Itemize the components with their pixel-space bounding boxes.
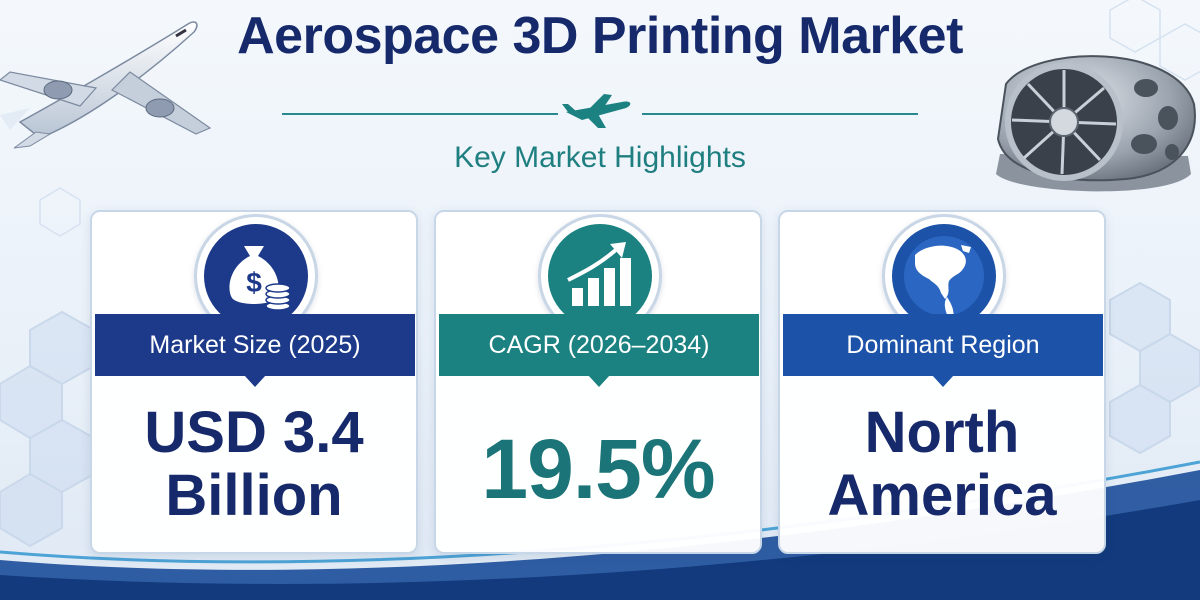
airplane-icon (562, 94, 631, 128)
section-subtitle: Key Market Highlights (454, 141, 746, 174)
dominant-region-card: Dominant Region North America (778, 210, 1106, 554)
engine-part-illustration (996, 55, 1196, 192)
market-size-value: USD 3.4 Billion (144, 400, 364, 528)
cagr-value: 19.5% (481, 422, 715, 516)
svg-text:$: $ (246, 267, 262, 298)
money-bag-icon: $ (229, 246, 291, 311)
dominant-region-label: Dominant Region (783, 314, 1103, 387)
market-size-label: Market Size (2025) (95, 314, 415, 387)
market-size-card: $ Market Size (2025) USD 3.4 Billion (90, 210, 418, 554)
cagr-label: CAGR (2026–2034) (439, 314, 759, 387)
page-title: Aerospace 3D Printing Market (237, 7, 963, 65)
cagr-card: CAGR (2026–2034) 19.5% (434, 210, 762, 554)
title-divider (282, 94, 918, 128)
growth-chart-icon (567, 242, 631, 306)
dominant-region-value: North America (827, 400, 1057, 528)
globe-icon (904, 236, 984, 319)
airplane-illustration (0, 21, 212, 149)
